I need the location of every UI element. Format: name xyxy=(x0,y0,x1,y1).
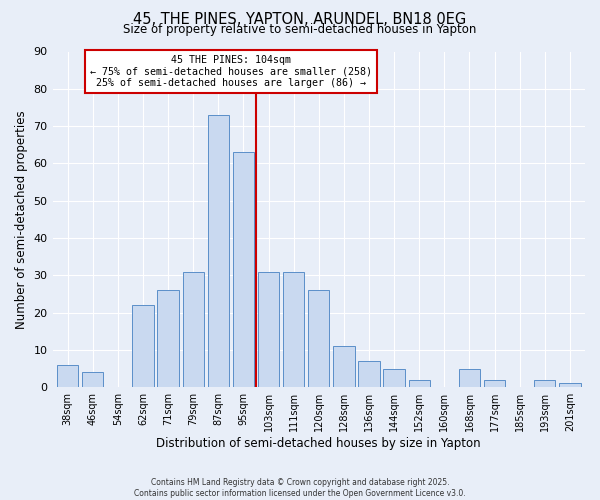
Bar xyxy=(57,365,78,387)
Text: Contains HM Land Registry data © Crown copyright and database right 2025.
Contai: Contains HM Land Registry data © Crown c… xyxy=(134,478,466,498)
Bar xyxy=(534,380,556,387)
Bar xyxy=(283,272,304,387)
Bar xyxy=(208,115,229,387)
Text: 45, THE PINES, YAPTON, ARUNDEL, BN18 0EG: 45, THE PINES, YAPTON, ARUNDEL, BN18 0EG xyxy=(133,12,467,28)
Bar xyxy=(409,380,430,387)
Bar xyxy=(182,272,204,387)
Bar xyxy=(559,384,581,387)
Bar xyxy=(132,305,154,387)
Bar xyxy=(383,368,405,387)
Y-axis label: Number of semi-detached properties: Number of semi-detached properties xyxy=(15,110,28,328)
Bar xyxy=(459,368,480,387)
Bar xyxy=(157,290,179,387)
Bar xyxy=(308,290,329,387)
Text: 45 THE PINES: 104sqm
← 75% of semi-detached houses are smaller (258)
25% of semi: 45 THE PINES: 104sqm ← 75% of semi-detac… xyxy=(90,55,372,88)
X-axis label: Distribution of semi-detached houses by size in Yapton: Distribution of semi-detached houses by … xyxy=(157,437,481,450)
Bar xyxy=(82,372,103,387)
Bar xyxy=(233,152,254,387)
Text: Size of property relative to semi-detached houses in Yapton: Size of property relative to semi-detach… xyxy=(124,22,476,36)
Bar xyxy=(258,272,279,387)
Bar xyxy=(333,346,355,387)
Bar xyxy=(484,380,505,387)
Bar xyxy=(358,361,380,387)
